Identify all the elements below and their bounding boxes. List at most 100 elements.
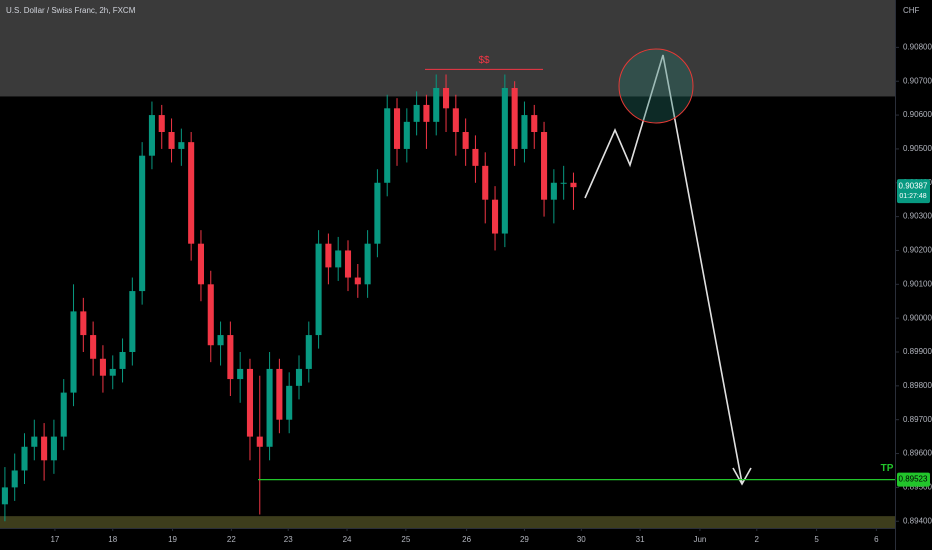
candle-body xyxy=(550,182,557,200)
candle-body xyxy=(178,142,185,149)
x-tick-label: 25 xyxy=(401,535,410,544)
candle-body xyxy=(570,182,577,188)
candle-body xyxy=(158,115,165,132)
candle-body xyxy=(99,358,106,376)
candle-body xyxy=(109,368,116,376)
target-circle xyxy=(618,48,694,124)
candle-body xyxy=(276,368,283,420)
resistance-zone xyxy=(0,0,895,97)
candle-body xyxy=(207,284,214,346)
candle-body xyxy=(31,436,38,447)
y-tick-label: 0.90700 xyxy=(903,76,932,85)
x-tick-label: 26 xyxy=(462,535,471,544)
candle-body xyxy=(492,199,499,234)
y-tick-label: 0.90000 xyxy=(903,313,932,322)
candle-body xyxy=(531,115,538,132)
candle-body xyxy=(237,368,244,380)
y-tick-label: 0.89700 xyxy=(903,415,932,424)
x-tick-label: 31 xyxy=(636,535,645,544)
y-tick-label: 0.89600 xyxy=(903,449,932,458)
y-tick-label: 0.89900 xyxy=(903,347,932,356)
candles xyxy=(1,74,577,522)
candle-body xyxy=(286,385,293,420)
support-zone xyxy=(0,516,895,528)
candle-body xyxy=(335,250,342,268)
candle-body xyxy=(70,311,77,393)
candle-body xyxy=(90,335,97,359)
annotations: $$ TP xyxy=(258,48,895,486)
candle-body xyxy=(168,132,175,149)
candle-body xyxy=(325,243,332,268)
last-price-tag xyxy=(897,179,930,204)
x-tick-label: 23 xyxy=(284,535,293,544)
candle-body xyxy=(344,250,352,278)
candle-body xyxy=(452,108,459,132)
y-tick-label: 0.90800 xyxy=(903,42,932,51)
candle-body xyxy=(227,335,234,380)
candle-body xyxy=(364,243,371,285)
candle-body xyxy=(266,368,273,447)
candle-body xyxy=(217,335,224,346)
y-tick-label: 0.90500 xyxy=(903,144,932,153)
x-tick-label: 5 xyxy=(814,535,819,544)
candle-body xyxy=(197,243,204,285)
x-tick-label: 18 xyxy=(108,535,117,544)
candle-body xyxy=(139,155,146,292)
y-tick-label: 0.89500 xyxy=(903,482,932,491)
candle-body xyxy=(560,182,567,184)
y-tick-label: 0.90100 xyxy=(903,279,932,288)
candle-body xyxy=(50,436,57,461)
candle-body xyxy=(393,108,401,149)
candle-body xyxy=(354,277,361,285)
target-label: TP xyxy=(881,463,894,474)
candle-body xyxy=(413,104,420,122)
x-tick-label: 22 xyxy=(227,535,236,544)
liquidity-label: $$ xyxy=(478,55,490,66)
last-price-label: 0.90387 xyxy=(899,181,928,190)
candle-body xyxy=(423,104,430,122)
candle-body xyxy=(501,88,508,234)
candle-body xyxy=(119,352,126,369)
candle-body xyxy=(188,142,195,244)
countdown-label: 01:27:48 xyxy=(899,193,926,200)
y-tick-label: 0.90600 xyxy=(903,110,932,119)
x-tick-label: 6 xyxy=(874,535,879,544)
candle-body xyxy=(403,121,410,149)
candle-body xyxy=(305,335,312,369)
zones xyxy=(0,0,895,528)
projection-arrowhead xyxy=(732,467,752,486)
candle-body xyxy=(472,148,479,166)
candle-body xyxy=(129,291,136,352)
target-price-tag xyxy=(897,472,930,487)
candle-body xyxy=(511,88,518,149)
chart-title: U.S. Dollar / Swiss Franc, 2h, FXCM xyxy=(6,6,136,15)
candle-body xyxy=(246,368,254,437)
x-tick-label: 29 xyxy=(520,535,529,544)
axes: 0.908000.907000.906000.905000.904000.903… xyxy=(50,42,932,544)
y-tick-label: 0.90200 xyxy=(903,246,932,255)
x-tick-label: 24 xyxy=(343,535,352,544)
x-tick-label: 2 xyxy=(755,535,760,544)
candle-body xyxy=(442,88,450,109)
y-tick-label: 0.89800 xyxy=(903,381,932,390)
y-tick-label: 0.90300 xyxy=(903,212,932,221)
projection-path xyxy=(584,54,743,484)
candle-body xyxy=(80,311,87,336)
candle-body xyxy=(256,436,263,447)
candle-body xyxy=(482,165,489,200)
candle-body xyxy=(41,436,48,461)
candle-body xyxy=(374,182,381,244)
candle-body xyxy=(521,115,528,149)
candle-body xyxy=(21,446,28,471)
x-tick-label: 17 xyxy=(50,535,59,544)
candle-body xyxy=(315,243,322,336)
x-tick-label: 30 xyxy=(577,535,586,544)
candle-body xyxy=(148,115,155,156)
candle-body xyxy=(384,108,391,183)
candle-body xyxy=(60,392,67,437)
x-tick-label: Jun xyxy=(693,535,706,544)
y-tick-label: 0.89400 xyxy=(903,516,932,525)
y-axis-label: CHF xyxy=(903,6,920,15)
